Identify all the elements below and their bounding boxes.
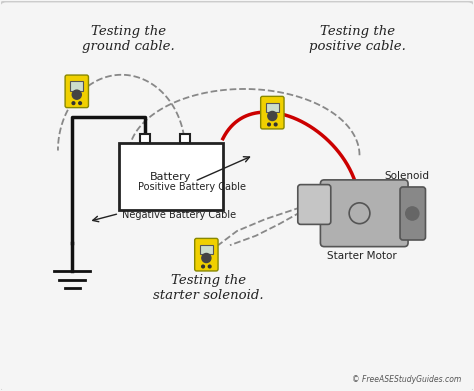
Text: Solenoid: Solenoid bbox=[384, 170, 429, 181]
Circle shape bbox=[268, 123, 270, 126]
Bar bbox=[200, 245, 213, 254]
Text: Negative Battery Cable: Negative Battery Cable bbox=[121, 210, 236, 221]
Text: Starter Motor: Starter Motor bbox=[327, 251, 397, 261]
Circle shape bbox=[72, 90, 82, 99]
Bar bbox=[71, 81, 83, 91]
Circle shape bbox=[209, 265, 211, 268]
FancyBboxPatch shape bbox=[261, 96, 284, 129]
Bar bbox=[266, 103, 279, 112]
Text: Positive Battery Cable: Positive Battery Cable bbox=[138, 182, 246, 192]
Circle shape bbox=[79, 102, 82, 104]
FancyBboxPatch shape bbox=[320, 180, 408, 247]
Text: Testing the
ground cable.: Testing the ground cable. bbox=[82, 25, 175, 53]
Bar bbox=[181, 134, 190, 143]
FancyBboxPatch shape bbox=[298, 185, 331, 224]
Circle shape bbox=[72, 102, 75, 104]
Text: Battery: Battery bbox=[150, 172, 191, 181]
Circle shape bbox=[268, 111, 277, 120]
FancyBboxPatch shape bbox=[400, 187, 426, 240]
Circle shape bbox=[202, 253, 211, 263]
Circle shape bbox=[406, 207, 419, 220]
Text: Testing the
positive cable.: Testing the positive cable. bbox=[309, 25, 406, 53]
FancyBboxPatch shape bbox=[195, 239, 218, 271]
FancyBboxPatch shape bbox=[65, 75, 89, 108]
Bar bbox=[140, 134, 150, 143]
Text: © FreeASEStudyGuides.com: © FreeASEStudyGuides.com bbox=[352, 375, 461, 384]
Circle shape bbox=[202, 265, 204, 268]
Circle shape bbox=[274, 123, 277, 126]
Bar bbox=[119, 143, 223, 210]
Text: Testing the
starter solenoid.: Testing the starter solenoid. bbox=[154, 274, 264, 301]
